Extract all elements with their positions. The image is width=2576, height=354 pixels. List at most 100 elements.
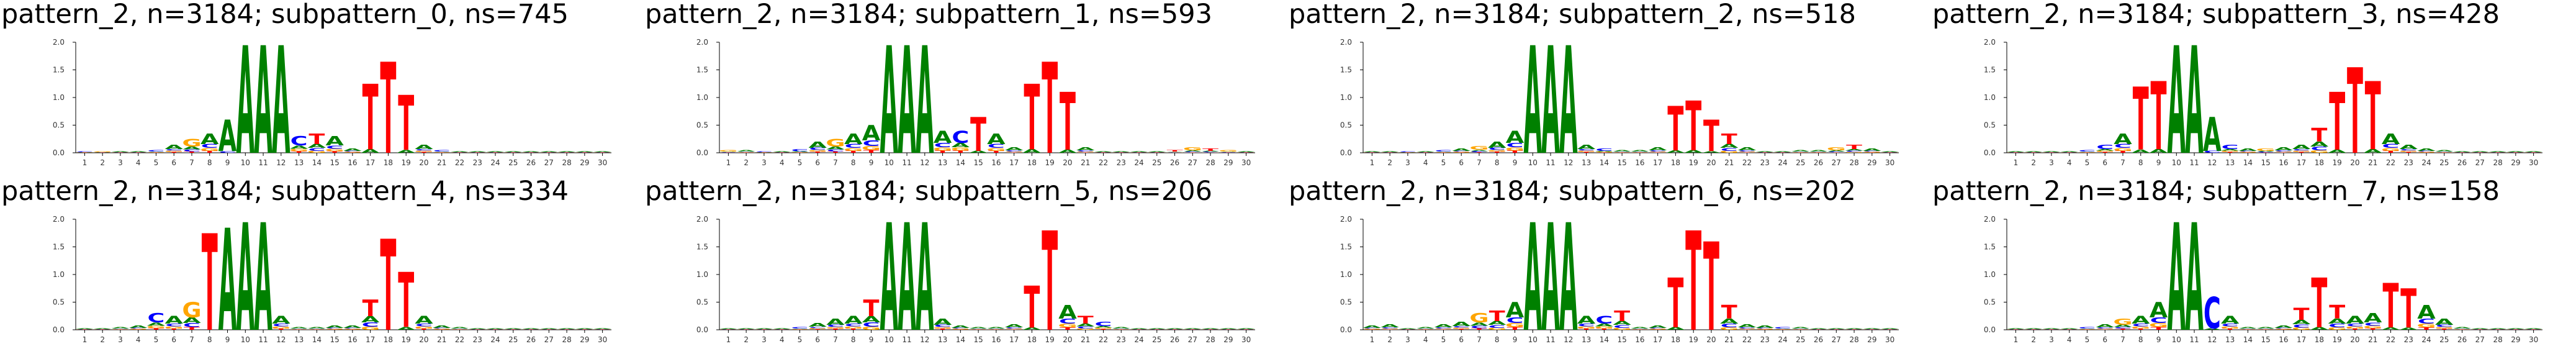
logo-letter-G: G	[1380, 152, 1400, 153]
logo-letter-T: T	[1596, 328, 1613, 330]
logo-letter-A: A	[1058, 302, 1077, 324]
x-tick-label: 12	[920, 335, 929, 344]
logo-letter-C: C	[415, 323, 433, 327]
x-tick-label: 5	[798, 158, 803, 167]
logo-letter-C: C	[1827, 151, 1845, 152]
logo-letter-A: A	[2328, 149, 2347, 154]
logo-letter-A: A	[1023, 327, 1041, 331]
x-tick-label: 24	[2421, 335, 2431, 344]
logo-letter-T: T	[291, 151, 308, 153]
x-tick-label: 25	[508, 335, 518, 344]
logo-letter-G: G	[2470, 152, 2490, 153]
logo-letter-A: A	[2114, 324, 2132, 328]
logo-letter-C: C	[94, 152, 111, 153]
x-tick-label: 9	[869, 158, 874, 167]
logo-letter-T: T	[2151, 327, 2168, 331]
x-tick-label: 26	[1814, 335, 1823, 344]
logo-letter-A: A	[129, 151, 148, 152]
y-tick-label: 0.0	[696, 325, 708, 334]
logo-letter-A: A	[2364, 148, 2382, 154]
logo-letter-G: G	[1791, 329, 1810, 330]
x-tick-label: 11	[1546, 158, 1555, 167]
logo-letter-G: G	[968, 329, 988, 330]
logo-letter-C: C	[1202, 329, 1219, 330]
logo-letter-T: T	[809, 152, 826, 153]
logo-letter-G: G	[1236, 329, 1256, 330]
logo-letter-C: C	[558, 329, 575, 330]
logo-letter-T: T	[1220, 152, 1237, 153]
logo-letter-G: G	[1809, 329, 1828, 330]
x-tick-label: 21	[437, 335, 446, 344]
logo-letter-G: G	[1595, 326, 1614, 329]
logo-letter-C: C	[433, 150, 451, 152]
logo-letter-G: G	[307, 150, 327, 153]
y-tick-label: 1.5	[53, 243, 65, 252]
logo-letter-T: T	[2079, 329, 2096, 330]
logo-letter-G: G	[1648, 151, 1667, 152]
x-tick-label: 17	[2297, 335, 2306, 344]
logo-letter-T: T	[2418, 152, 2435, 153]
logo-letter-G: G	[844, 147, 863, 152]
logo-letter-T: T	[1006, 152, 1023, 153]
logo-letter-A: A	[272, 17, 290, 177]
x-tick-label: 21	[2368, 158, 2377, 167]
y-tick-label: 0.0	[53, 325, 65, 334]
logo-letter-G: G	[2488, 329, 2507, 330]
logo-letter-C: C	[2310, 146, 2328, 152]
logo-letter-A: A	[236, 17, 254, 177]
x-tick-label: 27	[1188, 335, 1197, 344]
logo-letter-A: A	[1452, 320, 1470, 328]
x-tick-label: 12	[1564, 158, 1573, 167]
x-tick-label: 28	[2493, 158, 2502, 167]
logo-letter-C: C	[719, 329, 737, 330]
x-tick-label: 16	[991, 158, 1001, 167]
logo-letter-T: T	[2400, 152, 2417, 153]
x-tick-label: 26	[1814, 158, 1823, 167]
logo-letter-A: A	[969, 150, 988, 153]
logo-letter-A: A	[1827, 150, 1846, 152]
y-tick-label: 2.0	[53, 38, 65, 47]
logo-letter-G: G	[2310, 150, 2329, 153]
logo-letter-G: G	[2149, 322, 2168, 329]
logo-panel-0: pattern_2, n=3184; subpattern_0, ns=745 0…	[0, 0, 644, 177]
logo-letter-C: C	[1381, 327, 1398, 329]
x-tick-label: 25	[508, 158, 518, 167]
x-tick-label: 8	[1495, 158, 1500, 167]
logo-letter-T: T	[2365, 62, 2381, 171]
logo-letter-T: T	[952, 329, 969, 330]
x-tick-label: 29	[1867, 335, 1876, 344]
logo-letter-A: A	[1631, 327, 1649, 329]
x-tick-label: 3	[762, 335, 767, 344]
logo-letter-C: C	[2275, 150, 2292, 152]
logo-letter-C: C	[2204, 150, 2221, 153]
logo-letter-T: T	[1757, 329, 1773, 330]
logo-letter-A: A	[1613, 320, 1631, 326]
logo-letter-G: G	[1004, 151, 1024, 152]
logo-letter-A: A	[2221, 314, 2240, 326]
logo-letter-T: T	[1703, 112, 1719, 162]
x-tick-label: 16	[348, 335, 357, 344]
logo-letter-A: A	[1863, 328, 1881, 329]
logo-letter-T: T	[1596, 152, 1613, 153]
logo-letter-T: T	[720, 152, 737, 153]
logo-letter-G: G	[2238, 152, 2258, 153]
logo-letter-A: A	[1148, 328, 1166, 329]
x-tick-label: 27	[2475, 335, 2485, 344]
logo-letter-G: G	[1112, 152, 1131, 153]
logo-letter-C: C	[988, 143, 1005, 149]
y-tick-label: 2.0	[1340, 38, 1352, 47]
x-tick-label: 4	[2067, 158, 2072, 167]
x-tick-label: 12	[276, 335, 286, 344]
logo-letter-C: C	[2382, 143, 2400, 149]
logo-letter-A: A	[1541, 194, 1559, 354]
logo-letter-T: T	[809, 329, 826, 330]
logo-letter-C: C	[1238, 329, 1255, 330]
y-tick-label: 1.5	[1984, 243, 1996, 252]
logo-letter-T: T	[1650, 152, 1667, 153]
logo-letter-T: T	[2097, 329, 2114, 330]
logo-letter-C: C	[1399, 329, 1416, 330]
x-tick-label: 17	[1653, 158, 1662, 167]
x-tick-label: 30	[2529, 158, 2538, 167]
x-tick-label: 29	[1867, 158, 1876, 167]
x-tick-label: 17	[1009, 335, 1019, 344]
